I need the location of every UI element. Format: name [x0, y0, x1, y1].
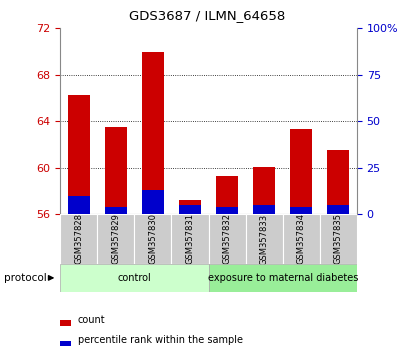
Text: GSM357835: GSM357835	[334, 213, 343, 264]
Bar	[320, 214, 357, 264]
Bar	[105, 127, 127, 214]
Bar	[60, 214, 97, 264]
Bar	[60, 341, 71, 346]
Text: GDS3687 / ILMN_64658: GDS3687 / ILMN_64658	[129, 9, 286, 22]
Bar	[105, 207, 127, 214]
Bar	[253, 205, 275, 214]
Text: count: count	[78, 315, 105, 325]
Text: GSM357828: GSM357828	[74, 213, 83, 264]
Text: exposure to maternal diabetes: exposure to maternal diabetes	[208, 273, 358, 283]
Bar	[68, 95, 90, 214]
Bar	[171, 214, 209, 264]
Text: control: control	[117, 273, 151, 283]
Text: protocol: protocol	[4, 273, 47, 283]
Bar	[68, 195, 90, 214]
Bar	[179, 200, 201, 214]
Text: GSM357829: GSM357829	[111, 213, 120, 264]
Text: GSM357831: GSM357831	[186, 213, 195, 264]
Bar	[290, 207, 312, 214]
Bar	[209, 214, 246, 264]
Bar	[327, 150, 349, 214]
Bar	[60, 264, 209, 292]
Bar	[134, 214, 171, 264]
Bar	[179, 205, 201, 214]
Bar	[142, 190, 164, 214]
Text: GSM357834: GSM357834	[297, 213, 306, 264]
Bar	[290, 129, 312, 214]
Bar	[216, 207, 238, 214]
Text: GSM357830: GSM357830	[149, 213, 157, 264]
Bar	[216, 176, 238, 214]
Bar	[142, 52, 164, 214]
Bar	[327, 205, 349, 214]
Bar	[60, 320, 71, 326]
Text: GSM357833: GSM357833	[260, 213, 269, 264]
Bar	[97, 214, 134, 264]
Text: GSM357832: GSM357832	[222, 213, 232, 264]
Bar	[246, 214, 283, 264]
Bar	[283, 214, 320, 264]
Bar	[253, 166, 275, 214]
Text: percentile rank within the sample: percentile rank within the sample	[78, 335, 243, 345]
Bar	[209, 264, 357, 292]
